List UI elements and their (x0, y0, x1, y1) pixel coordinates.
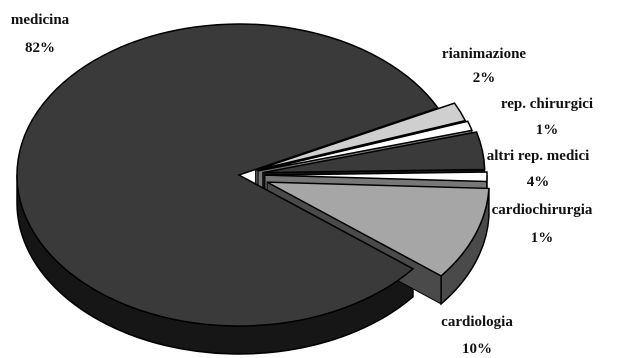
value-cardiochirurgia: 1% (531, 230, 554, 246)
slice-cardiochirurgia[interactable] (264, 171, 488, 183)
value-rianimazione: 2% (473, 70, 496, 86)
slice-altri-rep-medici[interactable] (262, 131, 486, 174)
label-cardiochirurgia: cardiochirurgia (492, 202, 593, 218)
slice-medicina[interactable] (16, 23, 440, 327)
slice-cardiologia[interactable] (266, 181, 490, 277)
value-rep-chirurgici: 1% (536, 122, 559, 138)
pie-slices (16, 23, 490, 327)
label-medicina: medicina (11, 12, 70, 28)
slice-rianimazione[interactable] (255, 102, 467, 171)
pie-labels: medicina 82% rianimazione 2% rep. chirur… (11, 12, 593, 357)
label-cardiologia: cardiologia (441, 314, 513, 330)
value-medicina: 82% (25, 40, 55, 56)
label-rep-chirurgici: rep. chirurgici (501, 96, 593, 112)
value-cardiologia: 10% (462, 341, 492, 357)
label-rianimazione: rianimazione (442, 46, 526, 62)
value-altri-rep-medici: 4% (527, 174, 550, 190)
slice-rep-chirurgici[interactable] (257, 120, 473, 172)
label-altri-rep-medici: altri rep. medici (487, 148, 590, 164)
